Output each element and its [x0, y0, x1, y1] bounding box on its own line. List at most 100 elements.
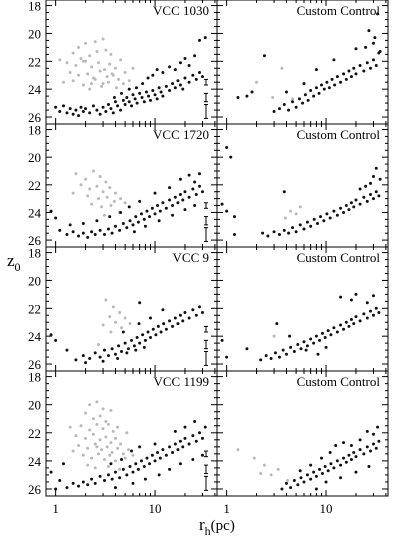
data-point — [173, 429, 177, 433]
series-black — [236, 12, 382, 113]
data-point — [168, 319, 172, 323]
data-point — [332, 58, 336, 62]
data-point — [183, 76, 187, 80]
data-point — [68, 107, 72, 111]
data-point — [261, 231, 265, 235]
series-black — [220, 292, 381, 362]
data-point — [309, 337, 313, 341]
data-point — [81, 453, 85, 457]
y-tick-label: 18 — [28, 246, 41, 261]
data-point — [62, 462, 66, 466]
data-point — [200, 310, 204, 314]
data-point — [349, 75, 353, 79]
data-point — [197, 70, 201, 74]
data-point — [151, 89, 155, 93]
data-point — [100, 448, 104, 452]
data-point — [111, 429, 115, 433]
data-point — [104, 109, 108, 113]
data-point — [318, 338, 322, 342]
data-point — [98, 438, 102, 442]
data-point — [121, 222, 125, 226]
data-point — [352, 322, 356, 326]
data-point — [173, 86, 177, 90]
data-point — [187, 80, 191, 84]
data-point — [79, 105, 83, 109]
panel-title: Custom Control — [297, 3, 381, 18]
data-point — [139, 212, 143, 216]
data-point — [352, 205, 356, 209]
data-point — [183, 57, 187, 61]
data-point — [362, 312, 366, 316]
data-point — [187, 442, 191, 446]
data-point — [236, 448, 240, 452]
data-point — [131, 66, 135, 70]
data-point — [365, 445, 369, 449]
data-point — [138, 199, 142, 203]
data-point — [121, 467, 125, 471]
data-point — [349, 443, 353, 447]
y-tick-label: 24 — [28, 329, 42, 344]
data-point — [220, 202, 224, 206]
data-point — [118, 310, 122, 314]
data-point — [108, 62, 112, 66]
data-point — [164, 453, 168, 457]
x-tick-label: 1 — [52, 501, 59, 516]
data-point — [101, 105, 105, 109]
data-point — [335, 330, 339, 334]
data-point — [368, 192, 372, 196]
data-point — [71, 481, 75, 485]
data-point — [272, 109, 276, 113]
data-point — [105, 75, 109, 79]
data-point — [156, 204, 160, 208]
series-black — [220, 145, 382, 238]
y-tick-label: 20 — [28, 398, 41, 413]
data-point — [374, 166, 378, 170]
data-point — [171, 450, 175, 454]
data-point — [312, 470, 316, 474]
data-point — [151, 73, 155, 77]
data-point — [354, 292, 358, 296]
data-point — [252, 456, 256, 460]
data-point — [153, 93, 157, 97]
panel-6: 18 20 22 24 26 1 10 VCC 1199 — [28, 370, 218, 516]
data-point — [289, 486, 293, 490]
error-bar — [204, 450, 208, 458]
data-point — [126, 347, 130, 351]
data-point — [354, 470, 358, 474]
data-point — [328, 450, 332, 454]
data-point — [296, 343, 300, 347]
y-tick-label: 26 — [28, 233, 42, 248]
series-black — [54, 36, 207, 118]
data-point — [269, 356, 273, 360]
panel-title: VCC 1030 — [153, 3, 209, 18]
data-point — [168, 467, 172, 471]
data-point — [123, 456, 127, 460]
data-point — [197, 184, 201, 188]
data-point — [90, 65, 94, 69]
data-point — [79, 183, 83, 187]
data-point — [309, 477, 313, 481]
data-point — [176, 448, 180, 452]
data-point — [349, 317, 353, 321]
data-point — [106, 465, 110, 469]
data-point — [113, 459, 117, 463]
data-point — [153, 459, 157, 463]
x-tick-label: 10 — [320, 501, 333, 516]
error-bar — [204, 350, 208, 366]
data-point — [347, 324, 351, 328]
data-point — [325, 212, 329, 216]
data-point — [306, 98, 310, 102]
data-point — [376, 12, 380, 16]
data-point — [259, 358, 263, 362]
data-point — [49, 470, 53, 474]
data-point — [109, 52, 113, 56]
data-point — [130, 104, 134, 108]
data-point — [322, 219, 326, 223]
data-point — [148, 462, 152, 466]
data-point — [100, 205, 104, 209]
data-point — [354, 198, 358, 202]
x-axis-title: rh(pc) — [199, 515, 235, 538]
data-point — [318, 467, 322, 471]
data-point — [110, 477, 114, 481]
data-point — [90, 202, 94, 206]
